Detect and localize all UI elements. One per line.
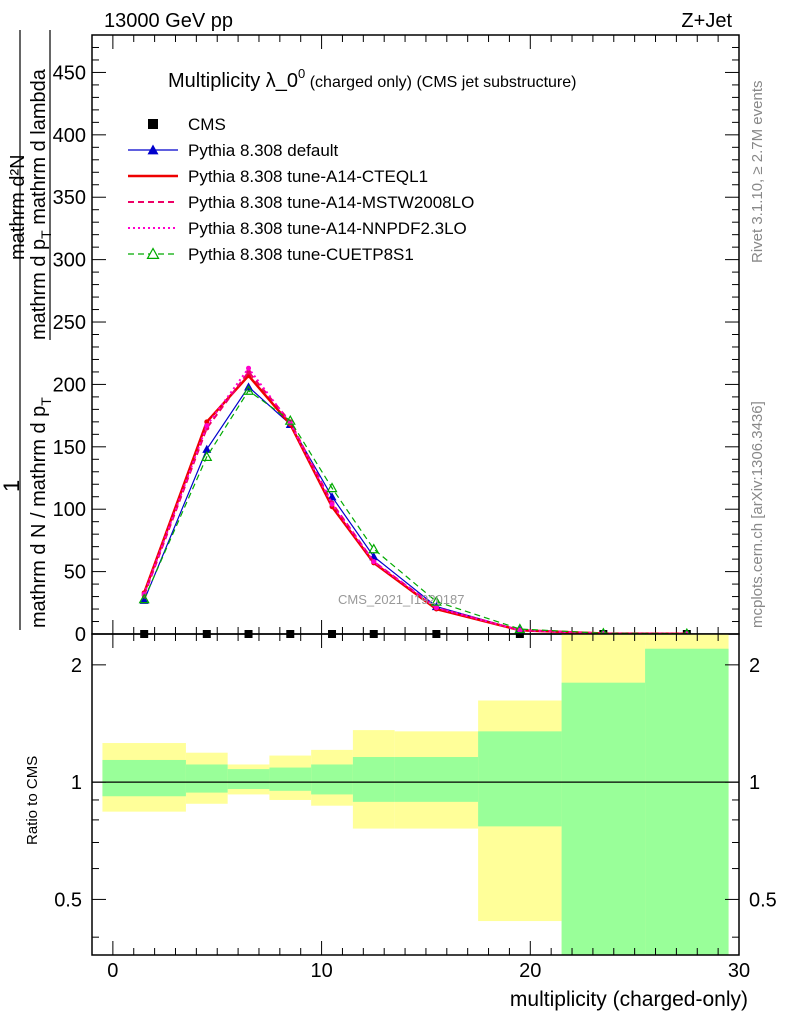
ratio-stat-uncertainty-band bbox=[311, 764, 353, 795]
legend-label: Pythia 8.308 tune-CUETP8S1 bbox=[188, 245, 414, 264]
data-point bbox=[517, 627, 523, 633]
ratio-stat-uncertainty-band bbox=[269, 767, 312, 791]
y-tick-label: 0 bbox=[75, 624, 86, 646]
x-tick-label: 0 bbox=[107, 960, 118, 982]
ratio-plot-frame bbox=[91, 633, 740, 956]
ratio-stat-uncertainty-band bbox=[185, 764, 228, 793]
data-point bbox=[202, 444, 212, 453]
ratio-y-tick-label: 0.5 bbox=[54, 889, 82, 911]
legend-marker bbox=[146, 247, 160, 259]
data-point bbox=[327, 492, 337, 501]
legend-label: Pythia 8.308 tune-A14-NNPDF2.3LO bbox=[188, 219, 467, 238]
legend-marker bbox=[147, 144, 159, 155]
analysis-watermark: CMS_2021_I1920187 bbox=[338, 592, 465, 607]
y-label-numerator: mathrm d²N bbox=[7, 154, 29, 260]
y-tick-label: 200 bbox=[53, 374, 86, 396]
x-tick-label: 10 bbox=[310, 960, 332, 982]
plot-title-main: Multiplicity λ_0 bbox=[168, 70, 298, 92]
data-point bbox=[201, 451, 213, 461]
data-point bbox=[246, 369, 252, 375]
data-point bbox=[329, 501, 335, 507]
x-tick-label: 30 bbox=[728, 960, 750, 982]
ratio-y-label: Ratio to CMS bbox=[24, 756, 41, 845]
ratio-stat-uncertainty-band bbox=[394, 757, 479, 802]
data-point bbox=[246, 365, 252, 371]
ratio-y-tick-label: 1 bbox=[71, 772, 82, 794]
data-point bbox=[514, 623, 526, 634]
ratio-stat-uncertainty-band bbox=[645, 648, 729, 955]
ratio-y-tick-label-right: 2 bbox=[749, 655, 760, 677]
ratio-stat-uncertainty-band bbox=[227, 769, 270, 790]
y-tick-label: 250 bbox=[53, 312, 86, 334]
ratio-y-tick-label: 2 bbox=[71, 655, 82, 677]
y-label-denominator: mathrm d N / mathrm d pT bbox=[28, 397, 54, 628]
y-tick-label: 350 bbox=[53, 187, 86, 209]
legend-label: Pythia 8.308 default bbox=[188, 141, 339, 160]
y-tick-label: 300 bbox=[53, 250, 86, 272]
legend-label: Pythia 8.308 tune-A14-MSTW2008LO bbox=[188, 193, 474, 212]
legend: CMS Pythia 8.308 default Pythia 8.308 tune… bbox=[128, 115, 474, 264]
header-right-label: Z+Jet bbox=[681, 10, 732, 32]
plot-title-superscript: 0 bbox=[298, 66, 305, 81]
data-point bbox=[326, 482, 338, 493]
rivet-version-label: Rivet 3.1.10, ≥ 2.7M events bbox=[749, 81, 766, 264]
data-point bbox=[138, 593, 150, 604]
data-point bbox=[430, 595, 442, 606]
plot-title-rest: (charged only) (CMS jet substructure) bbox=[305, 74, 576, 91]
ratio-stat-uncertainty-band bbox=[352, 757, 395, 802]
y-tick-label: 150 bbox=[53, 437, 86, 459]
data-point bbox=[204, 423, 210, 429]
x-tick-label: 20 bbox=[519, 960, 541, 982]
y-label-one: 1 bbox=[0, 480, 24, 492]
data-point bbox=[368, 543, 380, 554]
plot-title: Multiplicity λ_00 (charged only) (CMS je… bbox=[168, 66, 576, 92]
data-point bbox=[433, 605, 439, 611]
legend-label: CMS bbox=[188, 115, 226, 134]
series-line bbox=[143, 389, 687, 635]
header-left-label: 13000 GeV pp bbox=[104, 10, 233, 32]
y-tick-label: 450 bbox=[53, 62, 86, 84]
y-tick-label: 100 bbox=[53, 499, 86, 521]
mcplots-label: mcplots.cern.ch [arXiv:1306.3436] bbox=[749, 401, 766, 628]
legend-label: Pythia 8.308 tune-A14-CTEQL1 bbox=[188, 167, 428, 186]
ratio-y-tick-label-right: 1 bbox=[749, 772, 760, 794]
ratio-plot-area: 0 10 20 30 0.5 0.5 1 1 2 2 bbox=[54, 633, 777, 982]
ratio-y-tick-label-right: 0.5 bbox=[749, 889, 777, 911]
data-point bbox=[284, 414, 296, 425]
y-label-dp-dlambda: mathrm d pT mathrm d lambda bbox=[28, 68, 54, 340]
data-point bbox=[243, 384, 255, 395]
series-line bbox=[143, 366, 687, 635]
legend-marker bbox=[148, 119, 158, 129]
ratio-stat-uncertainty-band bbox=[102, 759, 186, 797]
data-point bbox=[204, 419, 210, 425]
data-point bbox=[371, 559, 377, 565]
x-axis-label: multiplicity (charged-only) bbox=[510, 988, 748, 1011]
y-axis-label: 1 mathrm d²N mathrm d pT mathrm d lambda… bbox=[0, 30, 54, 630]
y-tick-label: 400 bbox=[53, 125, 86, 147]
ratio-stat-uncertainty-band bbox=[478, 731, 562, 827]
y-tick-label: 50 bbox=[64, 562, 86, 584]
ratio-stat-uncertainty-band bbox=[561, 682, 646, 955]
data-point bbox=[139, 595, 149, 604]
